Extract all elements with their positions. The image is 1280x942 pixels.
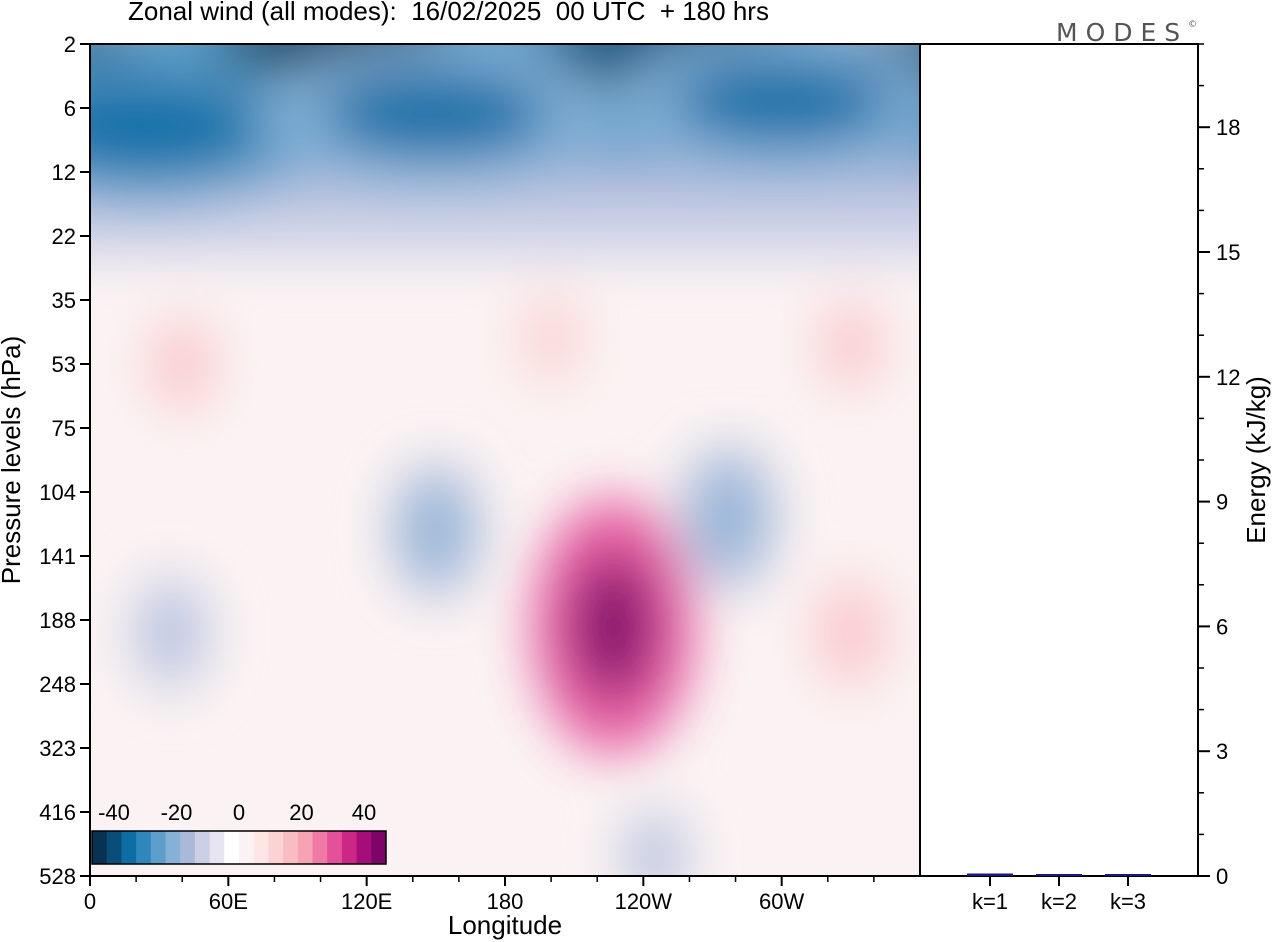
colorbar-swatch [106, 831, 122, 864]
y-tick-label: 188 [39, 608, 76, 633]
y-tick-label: 35 [52, 288, 76, 313]
energy-tick-label: 0 [1216, 864, 1228, 889]
colorbar-label: 0 [233, 800, 245, 825]
x-axis: 0 60E 120E 180 120W 60W [84, 876, 875, 914]
energy-tick-label: 9 [1216, 490, 1228, 515]
colorbar-swatch [283, 831, 299, 864]
colorbar-swatch [194, 831, 211, 864]
energy-bars: k=1 k=2 k=3 [967, 873, 1151, 914]
colorbar-swatch [239, 831, 255, 864]
heatmap-feature [830, 600, 871, 666]
heatmap-feature [534, 312, 568, 365]
y-tick-label: 22 [52, 224, 76, 249]
y-tick-label: 6 [64, 96, 76, 121]
brand-name: MODES [1056, 18, 1189, 47]
y-tick-label: 248 [39, 672, 76, 697]
heatmap-feature [704, 477, 753, 558]
colorbar-swatch [136, 831, 152, 864]
x-tick-label: 0 [84, 889, 96, 914]
colorbar-swatch [268, 831, 284, 864]
energy-bar [1036, 874, 1082, 876]
y-axis-label: Pressure levels (hPa) [0, 336, 26, 585]
heatmap-band [90, 197, 920, 256]
colorbar-frame [91, 830, 387, 865]
y-tick-label: 528 [39, 864, 76, 889]
y-tick-label: 53 [52, 352, 76, 377]
energy-tick-label: 3 [1216, 739, 1228, 764]
x-axis-label: Longitude [448, 910, 562, 940]
y-tick-label: 416 [39, 800, 76, 825]
brand-logo: MODES© [1056, 18, 1197, 47]
colorbar-label: 20 [289, 800, 313, 825]
colorbar-label: 40 [352, 800, 376, 825]
x-tick-label: 180 [487, 889, 524, 914]
colorbar-swatch [253, 831, 269, 864]
y-tick-label: 75 [52, 416, 76, 441]
colorbar-swatch [312, 831, 328, 864]
energy-category-label: k=3 [1110, 889, 1146, 914]
x-tick-label: 60E [209, 889, 248, 914]
y-axis: 2 6 12 22 35 53 75 104 141 188 248 323 416 528 [39, 32, 90, 889]
heatmap-feature [150, 599, 192, 667]
colorbar-swatch [180, 831, 196, 864]
heatmap-area [90, 44, 920, 876]
energy-bar [967, 873, 1013, 876]
y-tick-label: 141 [39, 544, 76, 569]
heatmap-feature [674, 60, 889, 143]
heatmap-feature [90, 82, 264, 173]
y-tick-label: 104 [39, 480, 76, 505]
colorbar-swatch [121, 831, 137, 864]
energy-axis-label: Energy (kJ/kg) [1241, 376, 1271, 544]
heatmap-feature [637, 828, 673, 876]
heatmap-feature [164, 335, 200, 393]
energy-tick-label: 12 [1216, 365, 1240, 390]
colorbar-swatch [209, 831, 225, 864]
colorbar-swatch [150, 831, 166, 864]
energy-bar [1105, 874, 1151, 876]
x-tick-label: 120E [341, 889, 392, 914]
heatmap-feature [324, 71, 547, 158]
x-tick-label: 60W [759, 889, 804, 914]
energy-tick-label: 18 [1216, 115, 1240, 140]
heatmap-feature [572, 555, 655, 698]
energy-panel-frame [919, 43, 1199, 877]
energy-category-label: k=2 [1041, 889, 1077, 914]
colorbar-swatch [92, 831, 108, 864]
y-tick-label: 12 [52, 160, 76, 185]
colorbar-swatch [327, 831, 343, 864]
colorbar-swatch [356, 831, 372, 864]
colorbar-swatch [297, 831, 313, 864]
x-tick-label: 120W [615, 889, 673, 914]
colorbar-swatch [165, 831, 181, 864]
energy-category-label: k=1 [972, 889, 1008, 914]
colorbar: -40 -20 0 20 40 [91, 800, 387, 865]
heatmap-features [90, 44, 920, 876]
colorbar-label: -40 [98, 800, 130, 825]
energy-tick-label: 6 [1216, 614, 1228, 639]
heatmap-feature [413, 492, 459, 569]
y-tick-label: 2 [64, 32, 76, 57]
colorbar-label: -20 [161, 800, 193, 825]
heatmap-feature [833, 317, 868, 372]
chart-title: Zonal wind (all modes): 16/02/2025 00 UT… [128, 0, 769, 26]
energy-tick-label: 15 [1216, 240, 1240, 265]
brand-copyright-mark: © [1188, 20, 1198, 30]
energy-axis: 0 3 6 9 12 15 18 [1198, 43, 1240, 889]
colorbar-swatch [341, 831, 358, 864]
y-tick-label: 323 [39, 736, 76, 761]
colorbar-swatch [224, 831, 240, 864]
colorbar-swatch [371, 831, 387, 864]
